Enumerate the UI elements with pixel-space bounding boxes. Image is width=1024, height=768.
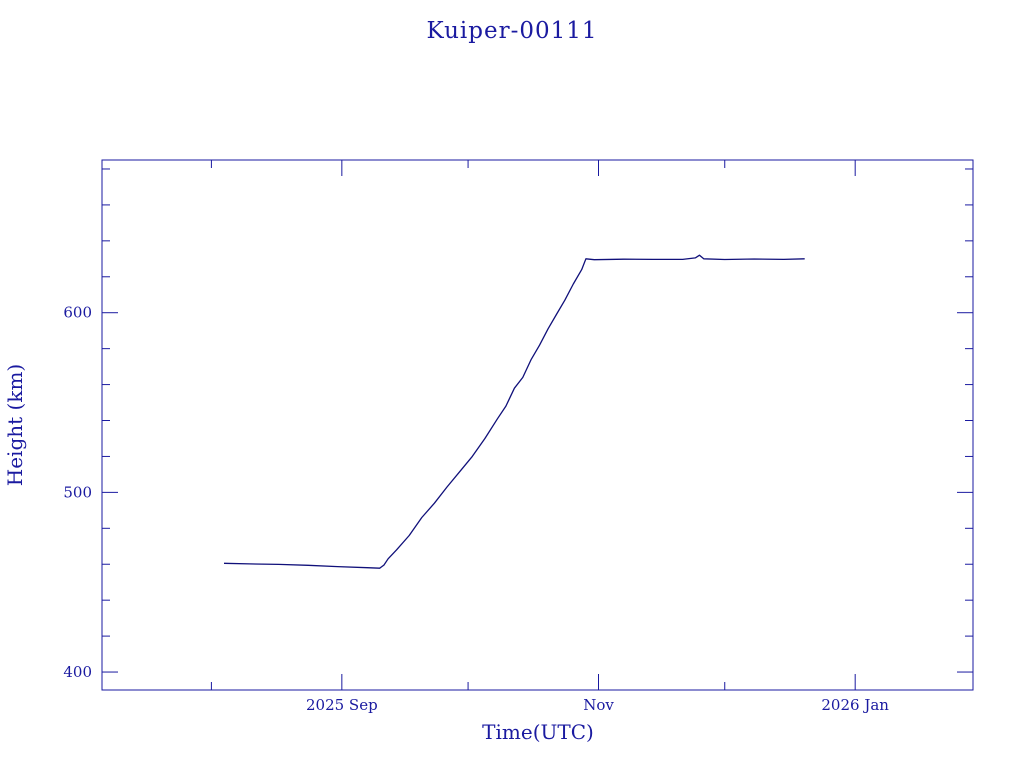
- axis-ticks: [102, 160, 973, 690]
- y-tick-label: 500: [63, 483, 92, 501]
- x-axis-label: Time(UTC): [482, 720, 594, 744]
- y-tick-label: 400: [63, 663, 92, 681]
- x-tick-label: 2026 Jan: [821, 696, 889, 714]
- x-tick-label: Nov: [583, 696, 614, 714]
- y-axis-label: Height (km): [3, 364, 27, 486]
- series-layer: [223, 254, 805, 569]
- x-tick-label: 2025 Sep: [306, 696, 378, 714]
- chart-title: Kuiper-00111: [426, 18, 597, 44]
- series-line: [223, 254, 805, 569]
- y-tick-label: 600: [63, 304, 92, 322]
- plot-frame: [101, 159, 974, 691]
- tick-labels: 400 500 600 2025 Sep Nov 2026 Jan: [63, 304, 889, 714]
